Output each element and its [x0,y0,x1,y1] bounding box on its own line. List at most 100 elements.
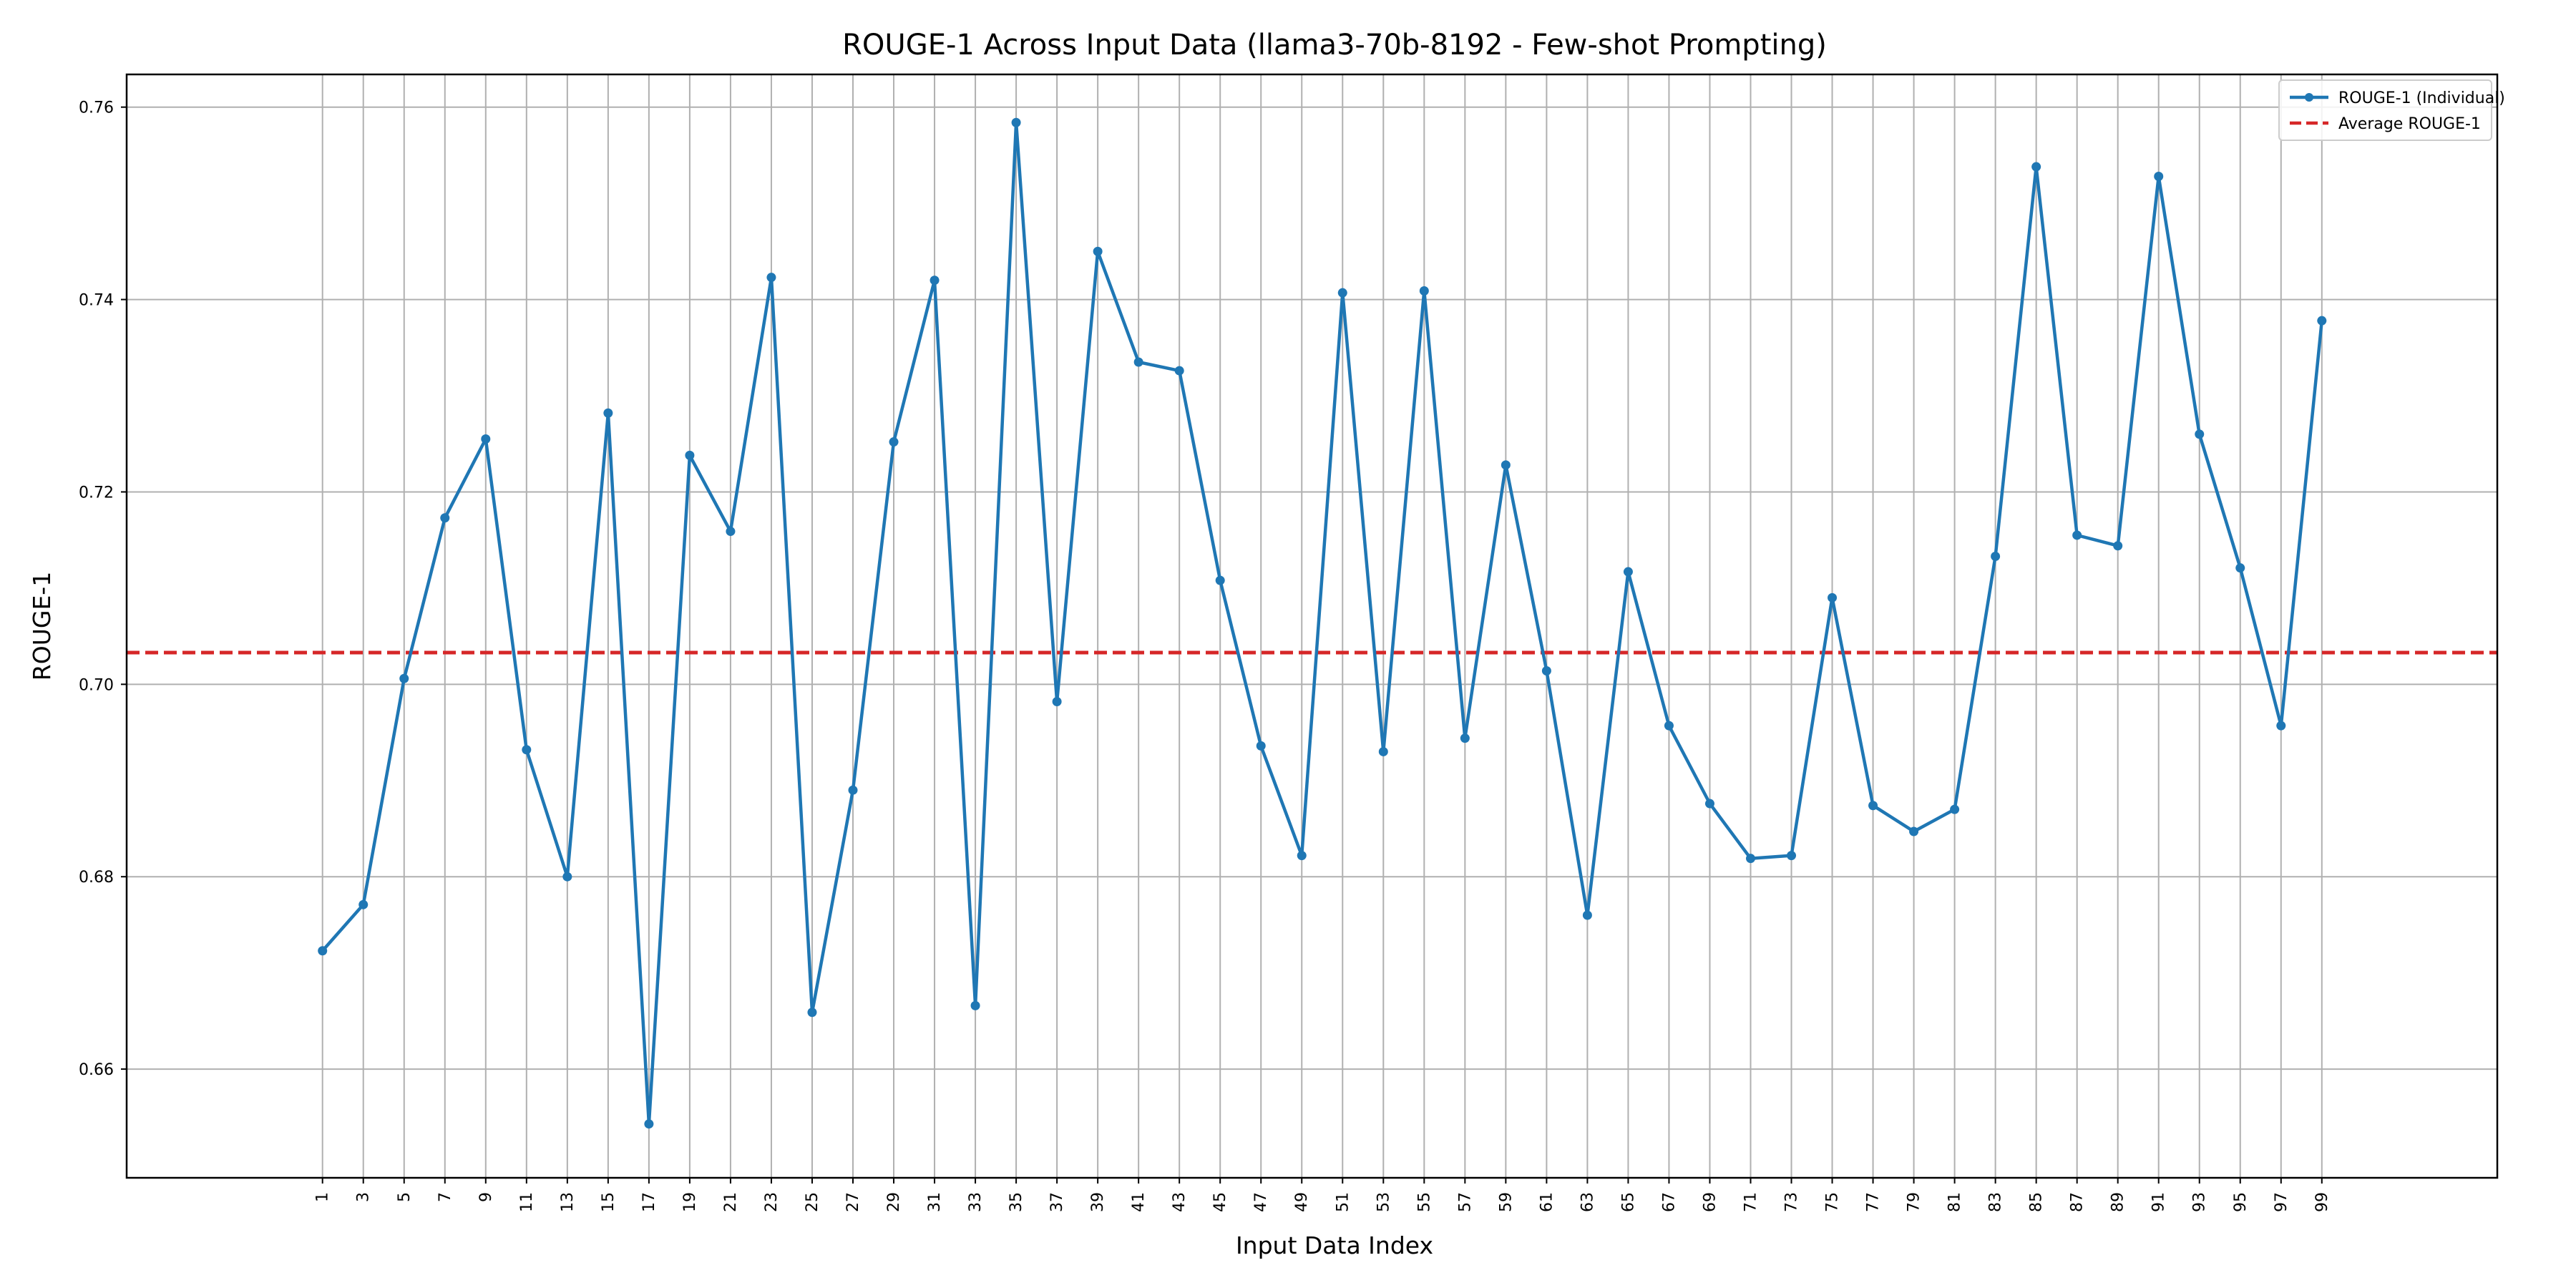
data-point [522,745,532,755]
data-point [1541,666,1551,676]
y-tick-label: 0.70 [79,676,114,694]
x-tick-label: 97 [2273,1192,2290,1212]
data-point [2031,162,2041,172]
data-point [1623,567,1633,577]
data-point [1256,741,1266,751]
data-point [1174,366,1184,376]
x-tick-label: 65 [1619,1192,1637,1212]
data-point [685,450,695,460]
data-point [807,1008,817,1018]
x-tick-label: 79 [1906,1192,1923,1212]
legend-label-individual: ROUGE-1 (Individual) [2338,89,2505,107]
y-axis-label: ROUGE-1 [28,572,56,680]
data-point [1337,288,1347,298]
series-markers-layer [318,117,2327,1129]
x-tick-label: 99 [2313,1192,2331,1212]
data-point [1582,910,1592,920]
x-tick-label: 15 [600,1192,618,1212]
x-tick-label: 77 [1865,1192,1883,1212]
data-point [1868,801,1878,811]
x-tick-label: 17 [640,1192,658,1212]
x-tick-label: 93 [2191,1192,2209,1212]
x-tick-label: 7 [436,1192,454,1202]
x-axis: 1 3 5 7 9 11 13 15 17 19 21 23 25 27 29 31 33 35 37 39 41 43 4… [314,1178,2331,1212]
data-point [562,872,572,882]
data-point [1950,804,1960,814]
data-point [766,273,776,283]
grid [127,74,2497,1178]
x-tick-label: 41 [1130,1192,1148,1212]
data-point [1093,246,1103,256]
y-tick-label: 0.76 [79,99,114,117]
x-tick-label: 1 [314,1192,332,1202]
data-point [2154,172,2164,182]
legend-marker-individual [2305,93,2313,102]
x-tick-label: 25 [804,1192,821,1212]
data-point [1460,733,1470,743]
x-tick-label: 11 [518,1192,536,1212]
plot-area [125,73,2499,1179]
x-tick-label: 71 [1742,1192,1760,1212]
x-tick-label: 81 [1946,1192,1964,1212]
x-tick-label: 63 [1579,1192,1596,1212]
x-tick-label: 29 [885,1192,903,1212]
rouge-1-individual-line [321,120,2324,1126]
x-tick-label: 87 [2069,1192,2087,1212]
data-point [1133,357,1143,367]
x-tick-label: 5 [396,1192,414,1202]
data-point [1011,117,1021,127]
data-point [318,946,328,956]
y-tick-label: 0.68 [79,869,114,887]
plot-background [127,74,2497,1178]
data-point [1297,851,1307,861]
plot-frame [125,73,2499,1179]
y-tick-label: 0.74 [79,292,114,310]
data-point [481,434,491,444]
x-tick-label: 59 [1497,1192,1515,1212]
legend-label-average: Average ROUGE-1 [2338,115,2481,133]
data-point [1215,575,1225,585]
x-tick-label: 35 [1008,1192,1025,1212]
y-axis: 0.66 0.68 0.70 0.72 0.74 0.76 [79,99,127,1079]
data-point [970,1000,980,1010]
chart-title: ROUGE-1 Across Input Data (llama3-70b-81… [842,29,1827,62]
legend: ROUGE-1 (Individual) Average ROUGE-1 [2278,79,2505,141]
x-tick-label: 75 [1824,1192,1842,1212]
data-point [930,275,940,286]
data-point [1052,697,1062,707]
data-point [1664,721,1674,731]
x-tick-label: 45 [1211,1192,1229,1212]
x-tick-label: 37 [1048,1192,1066,1212]
x-tick-label: 73 [1783,1192,1801,1212]
y-tick-label: 0.66 [79,1061,114,1079]
x-tick-label: 89 [2109,1192,2127,1212]
data-point [2072,530,2082,540]
x-tick-label: 47 [1252,1192,1270,1212]
data-point [2317,316,2327,326]
x-tick-label: 69 [1701,1192,1719,1212]
x-tick-label: 85 [2028,1192,2046,1212]
x-tick-label: 57 [1456,1192,1474,1212]
x-tick-label: 3 [355,1192,373,1202]
x-tick-label: 27 [844,1192,862,1212]
x-axis-label: Input Data Index [1236,1231,1433,1259]
data-point [1991,552,2001,562]
x-tick-label: 53 [1375,1192,1392,1212]
data-point [2195,429,2205,439]
data-point [726,527,736,537]
x-tick-label: 91 [2150,1192,2168,1212]
data-point [1828,592,1838,602]
data-point [1501,460,1511,470]
x-tick-label: 9 [477,1192,495,1202]
data-point [358,899,369,909]
data-point [1419,286,1429,296]
x-tick-label: 61 [1538,1192,1556,1212]
x-tick-label: 43 [1171,1192,1189,1212]
x-tick-label: 39 [1089,1192,1107,1212]
series-line-layer [321,120,2324,1126]
x-tick-label: 67 [1660,1192,1678,1212]
legend-box [2278,79,2492,141]
data-point [440,513,450,523]
x-tick-label: 33 [967,1192,985,1212]
